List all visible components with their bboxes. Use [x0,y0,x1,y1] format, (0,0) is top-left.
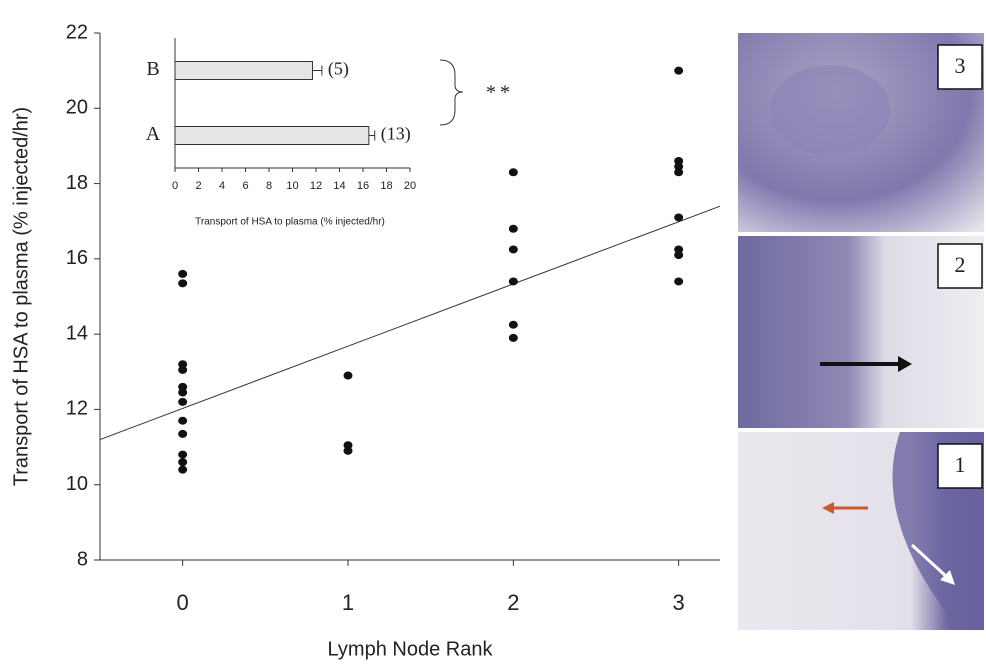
data-point [343,371,353,380]
y-axis-label: Transport of HSA to plasma (% injected/h… [10,107,32,486]
data-point [508,277,518,286]
inset-x-tick-label: 4 [219,180,225,192]
panel-label: 2 [955,252,966,277]
data-point [343,441,353,450]
data-point [343,446,353,455]
n-label: (5) [328,59,349,80]
y-tick-label: 18 [66,172,88,194]
data-point [674,213,684,222]
bar [174,61,313,80]
x-tick-label: 2 [507,590,519,615]
data-point [508,168,518,177]
data-point [178,382,188,391]
panel-label: 3 [955,53,966,78]
data-point [178,269,188,278]
y-tick-label: 12 [66,398,88,420]
inset-x-tick-label: 20 [404,180,416,192]
data-point [178,388,188,397]
data-point [674,156,684,165]
y-tick-label: 16 [66,247,88,269]
data-point [178,360,188,369]
inset-x-axis-label: Transport of HSA to plasma (% injected/h… [195,217,385,228]
arrow-head [898,356,912,372]
data-point [508,224,518,233]
images [738,33,984,630]
data-point [674,277,684,286]
category-label: B [146,58,159,80]
y-tick-label: 10 [66,473,88,495]
inset-x-tick-label: 2 [195,180,201,192]
data-point [178,429,188,438]
y-tick-label: 22 [66,21,88,43]
brace [439,59,464,126]
data-point [178,397,188,406]
category-label: A [146,123,161,145]
y-tick-label: 20 [66,97,88,119]
panel-label-box [937,443,983,489]
arrow [910,543,950,580]
inset-x-tick-label: 6 [242,180,248,192]
inset-x-tick-label: 8 [266,180,272,192]
trendline [99,205,721,441]
data-point [178,465,188,474]
arrow-head [940,570,955,585]
y-tick-label: 14 [66,322,88,344]
panel-label-box [937,44,983,90]
panel-label: 1 [955,452,966,477]
inset-x-tick-label: 10 [286,180,298,192]
y-tick-label: 8 [77,548,88,570]
data-point [674,168,684,177]
data-point [178,458,188,467]
data-point [178,365,188,374]
x-axis-label: Lymph Node Rank [328,638,494,660]
arrow-head [822,502,834,514]
error-bar [368,130,376,141]
data-point [674,162,684,171]
error-bar [312,65,323,76]
panel-label-box [937,243,983,289]
x-tick-label: 0 [177,590,189,615]
tissue [770,65,890,155]
data-point [178,416,188,425]
inset-x-tick-label: 14 [333,180,345,192]
x-tick-label: 1 [342,590,354,615]
inset-x-tick-label: 18 [380,180,392,192]
inset-x-tick-label: 0 [172,180,178,192]
n-label: (13) [381,124,411,145]
x-tick-label: 3 [673,590,685,615]
annotation: ** [486,82,514,104]
data-point [508,320,518,329]
data-point [508,333,518,342]
bar [174,126,370,145]
data-point [178,450,188,459]
inset-x-tick-label: 16 [357,180,369,192]
inset-x-tick-label: 12 [310,180,322,192]
data-point [674,66,684,75]
data-point [508,245,518,254]
data-point [178,279,188,288]
data-point [674,245,684,254]
data-point [674,251,684,260]
